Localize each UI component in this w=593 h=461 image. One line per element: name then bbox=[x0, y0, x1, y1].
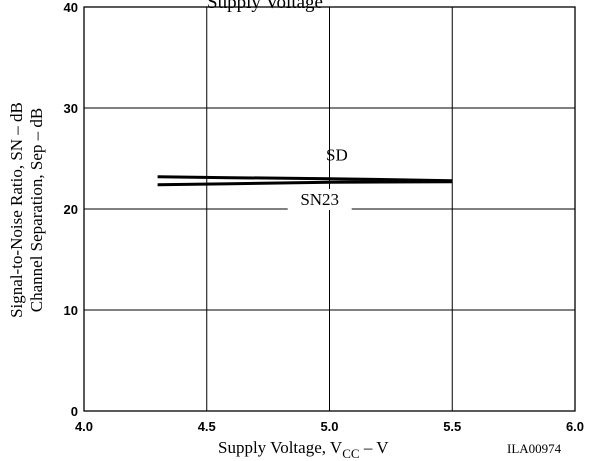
tick-labels: 4.0 4.5 5.0 5.5 6.0 0 10 20 30 40 bbox=[64, 0, 585, 434]
y-tick-label: 20 bbox=[64, 202, 78, 217]
series-line-sn23 bbox=[157, 180, 453, 187]
y-axis-label-line2: Channel Separation, Sep – dB bbox=[27, 108, 46, 312]
x-tick-label: 5.0 bbox=[320, 419, 338, 434]
y-tick-label: 40 bbox=[64, 0, 78, 15]
x-axis-label-unit: – V bbox=[360, 438, 390, 457]
series-group bbox=[157, 175, 453, 187]
y-axis-label-line1: Signal-to-Noise Ratio, SN – dB bbox=[7, 102, 26, 318]
y-tick-label: 0 bbox=[71, 404, 78, 419]
x-axis-label-main: Supply Voltage, V bbox=[218, 438, 343, 457]
x-tick-label: 4.5 bbox=[198, 419, 216, 434]
x-tick-label: 5.5 bbox=[443, 419, 461, 434]
x-axis-label: Supply Voltage, VCC – V bbox=[218, 438, 389, 461]
series-label-background bbox=[287, 188, 352, 210]
series-label-sn23: SN23 bbox=[300, 190, 339, 209]
series-line-sd bbox=[157, 175, 453, 183]
x-tick-label: 4.0 bbox=[75, 419, 93, 434]
plot-frame bbox=[83, 6, 576, 412]
series-labels: SD SN23 bbox=[287, 146, 352, 210]
figure-id: ILA00974 bbox=[507, 441, 562, 456]
y-tick-label: 10 bbox=[64, 303, 78, 318]
y-tick-label: 30 bbox=[64, 101, 78, 116]
series-label-sd: SD bbox=[326, 146, 348, 165]
x-axis-label-subscript: CC bbox=[342, 446, 359, 461]
x-tick-label: 6.0 bbox=[566, 419, 584, 434]
